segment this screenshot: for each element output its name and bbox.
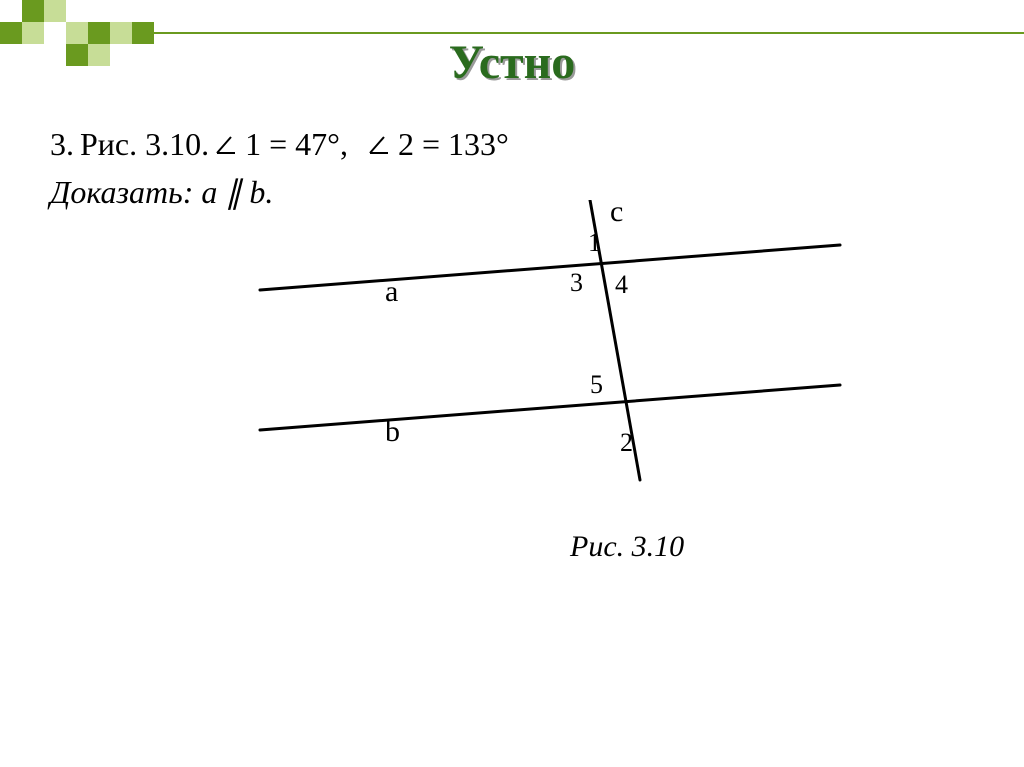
geometry-diagram: c a b 1 3 4 5 2 Рис. 3.10 xyxy=(200,200,900,600)
label-1: 1 xyxy=(588,228,601,258)
figure-caption: Рис. 3.10 xyxy=(570,530,684,564)
slide-title: Устно Устно xyxy=(0,35,1024,90)
angle2-text: 2 = 133° xyxy=(398,120,509,168)
label-5: 5 xyxy=(590,370,603,400)
label-b: b xyxy=(385,415,400,449)
title-front: Устно xyxy=(449,36,576,89)
label-3: 3 xyxy=(570,268,583,298)
label-a: a xyxy=(385,275,398,309)
figure-ref: Рис. 3.10. xyxy=(80,120,209,168)
label-c: c xyxy=(610,195,623,229)
angle-icon xyxy=(368,133,390,155)
diagram-lines xyxy=(200,200,900,600)
prove-label: Доказать: xyxy=(50,174,193,210)
angle-icon xyxy=(215,133,237,155)
label-4: 4 xyxy=(615,270,628,300)
problem-number: 3. xyxy=(50,120,74,168)
angle1-text: 1 = 47°, xyxy=(245,120,348,168)
label-2: 2 xyxy=(620,428,633,458)
